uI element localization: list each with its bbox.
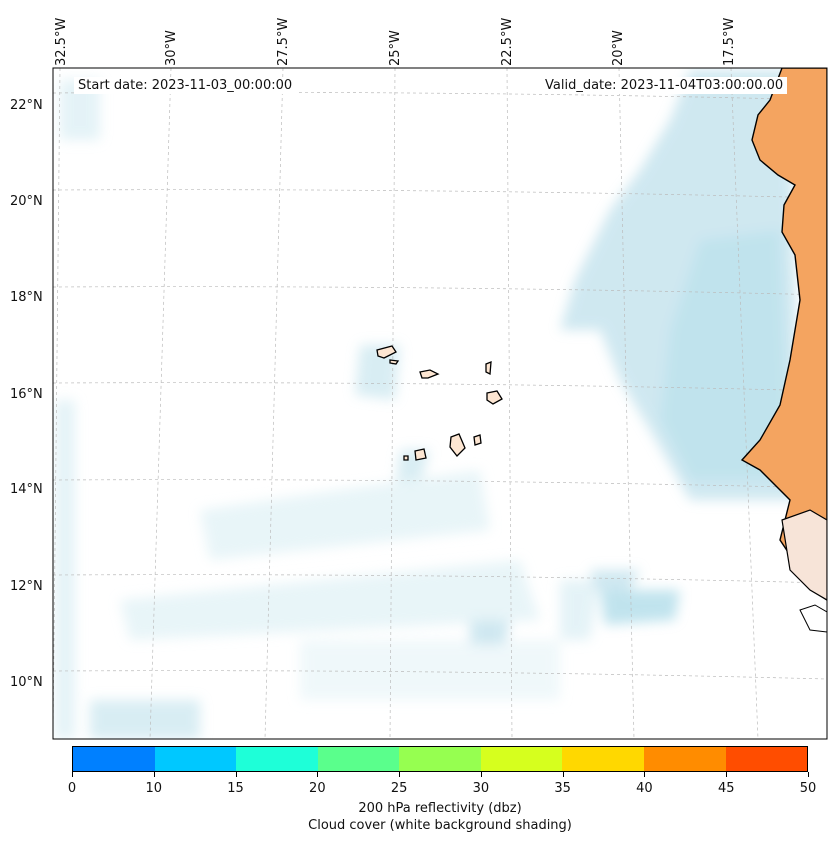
colorbar-tick-label: 50 bbox=[799, 781, 817, 796]
colorbar-tick-label: 10 bbox=[145, 781, 163, 796]
guinea-coast bbox=[781, 509, 827, 601]
colorbar-segment bbox=[643, 747, 726, 771]
lat-label-18n: 18°N bbox=[10, 290, 43, 305]
lon-label-32-5w: 32.5°W bbox=[54, 17, 69, 66]
brava-island bbox=[403, 455, 409, 461]
sao-vicente-island bbox=[389, 359, 400, 365]
colorbar-tick-label: 15 bbox=[227, 781, 244, 796]
sal-island bbox=[485, 361, 492, 376]
colorbar-segment bbox=[399, 747, 481, 771]
santo-antao-island bbox=[376, 345, 397, 359]
colorbar-tick-label: 20 bbox=[309, 781, 326, 796]
colorbar-tick bbox=[644, 772, 646, 777]
valid-date-label: Valid_date: 2023-11-04T03:00:00.00 bbox=[541, 77, 788, 94]
lon-label-27-5w: 27.5°W bbox=[276, 17, 291, 66]
colorbar-segment bbox=[73, 747, 155, 771]
lat-label-14n: 14°N bbox=[10, 482, 43, 497]
boa-vista-island bbox=[486, 390, 503, 405]
sao-nicolau-island bbox=[419, 369, 440, 379]
colorbar-sublabel: Cloud cover (white background shading) bbox=[308, 818, 572, 833]
colorbar bbox=[72, 746, 808, 772]
lon-label-25w: 25°W bbox=[388, 30, 403, 66]
colorbar-tick-label: 30 bbox=[472, 781, 490, 796]
colorbar-tick bbox=[153, 772, 155, 777]
colorbar-tick bbox=[808, 772, 809, 777]
colorbar-segment bbox=[236, 747, 318, 771]
colorbar-tick bbox=[72, 772, 73, 777]
colorbar-tick bbox=[235, 772, 237, 777]
colorbar-tick bbox=[317, 772, 319, 777]
colorbar-segment bbox=[317, 747, 400, 771]
lat-label-20n: 20°N bbox=[10, 194, 43, 209]
colorbar-tick bbox=[726, 772, 728, 777]
colorbar-segment bbox=[562, 747, 644, 771]
colorbar-tick-label: 40 bbox=[636, 781, 653, 796]
lon-label-30w: 30°W bbox=[164, 30, 179, 66]
colorbar-tick bbox=[562, 772, 564, 777]
colorbar-tick bbox=[480, 772, 482, 777]
colorbar-tick bbox=[399, 772, 401, 777]
colorbar-label: 200 hPa reflectivity (dbz) bbox=[358, 801, 522, 816]
lon-label-17-5w: 17.5°W bbox=[722, 17, 737, 66]
colorbar-segment bbox=[480, 747, 563, 771]
lon-label-20w: 20°W bbox=[611, 30, 626, 66]
lat-label-10n: 10°N bbox=[10, 675, 43, 690]
colorbar-tick-label: 35 bbox=[554, 781, 571, 796]
fogo-island bbox=[414, 448, 427, 461]
lat-label-12n: 12°N bbox=[10, 579, 43, 594]
lat-label-22n: 22°N bbox=[10, 98, 43, 113]
cape-verde-islands bbox=[376, 345, 503, 461]
colorbar-tick-label: 25 bbox=[390, 781, 408, 796]
colorbar-tick-label: 0 bbox=[67, 781, 77, 796]
colorbar-segment bbox=[725, 747, 808, 771]
bijagos-islands bbox=[799, 604, 827, 633]
colorbar-tick-label: 45 bbox=[717, 781, 735, 796]
maio-island bbox=[473, 434, 482, 446]
cloud-cover-shading bbox=[55, 70, 800, 739]
colorbar-segment bbox=[154, 747, 237, 771]
start-date-label: Start date: 2023-11-03_00:00:00 bbox=[74, 77, 297, 94]
map-frame bbox=[52, 67, 828, 740]
lon-label-22-5w: 22.5°W bbox=[500, 17, 515, 66]
santiago-island bbox=[449, 433, 466, 457]
lat-label-16n: 16°N bbox=[10, 387, 43, 402]
